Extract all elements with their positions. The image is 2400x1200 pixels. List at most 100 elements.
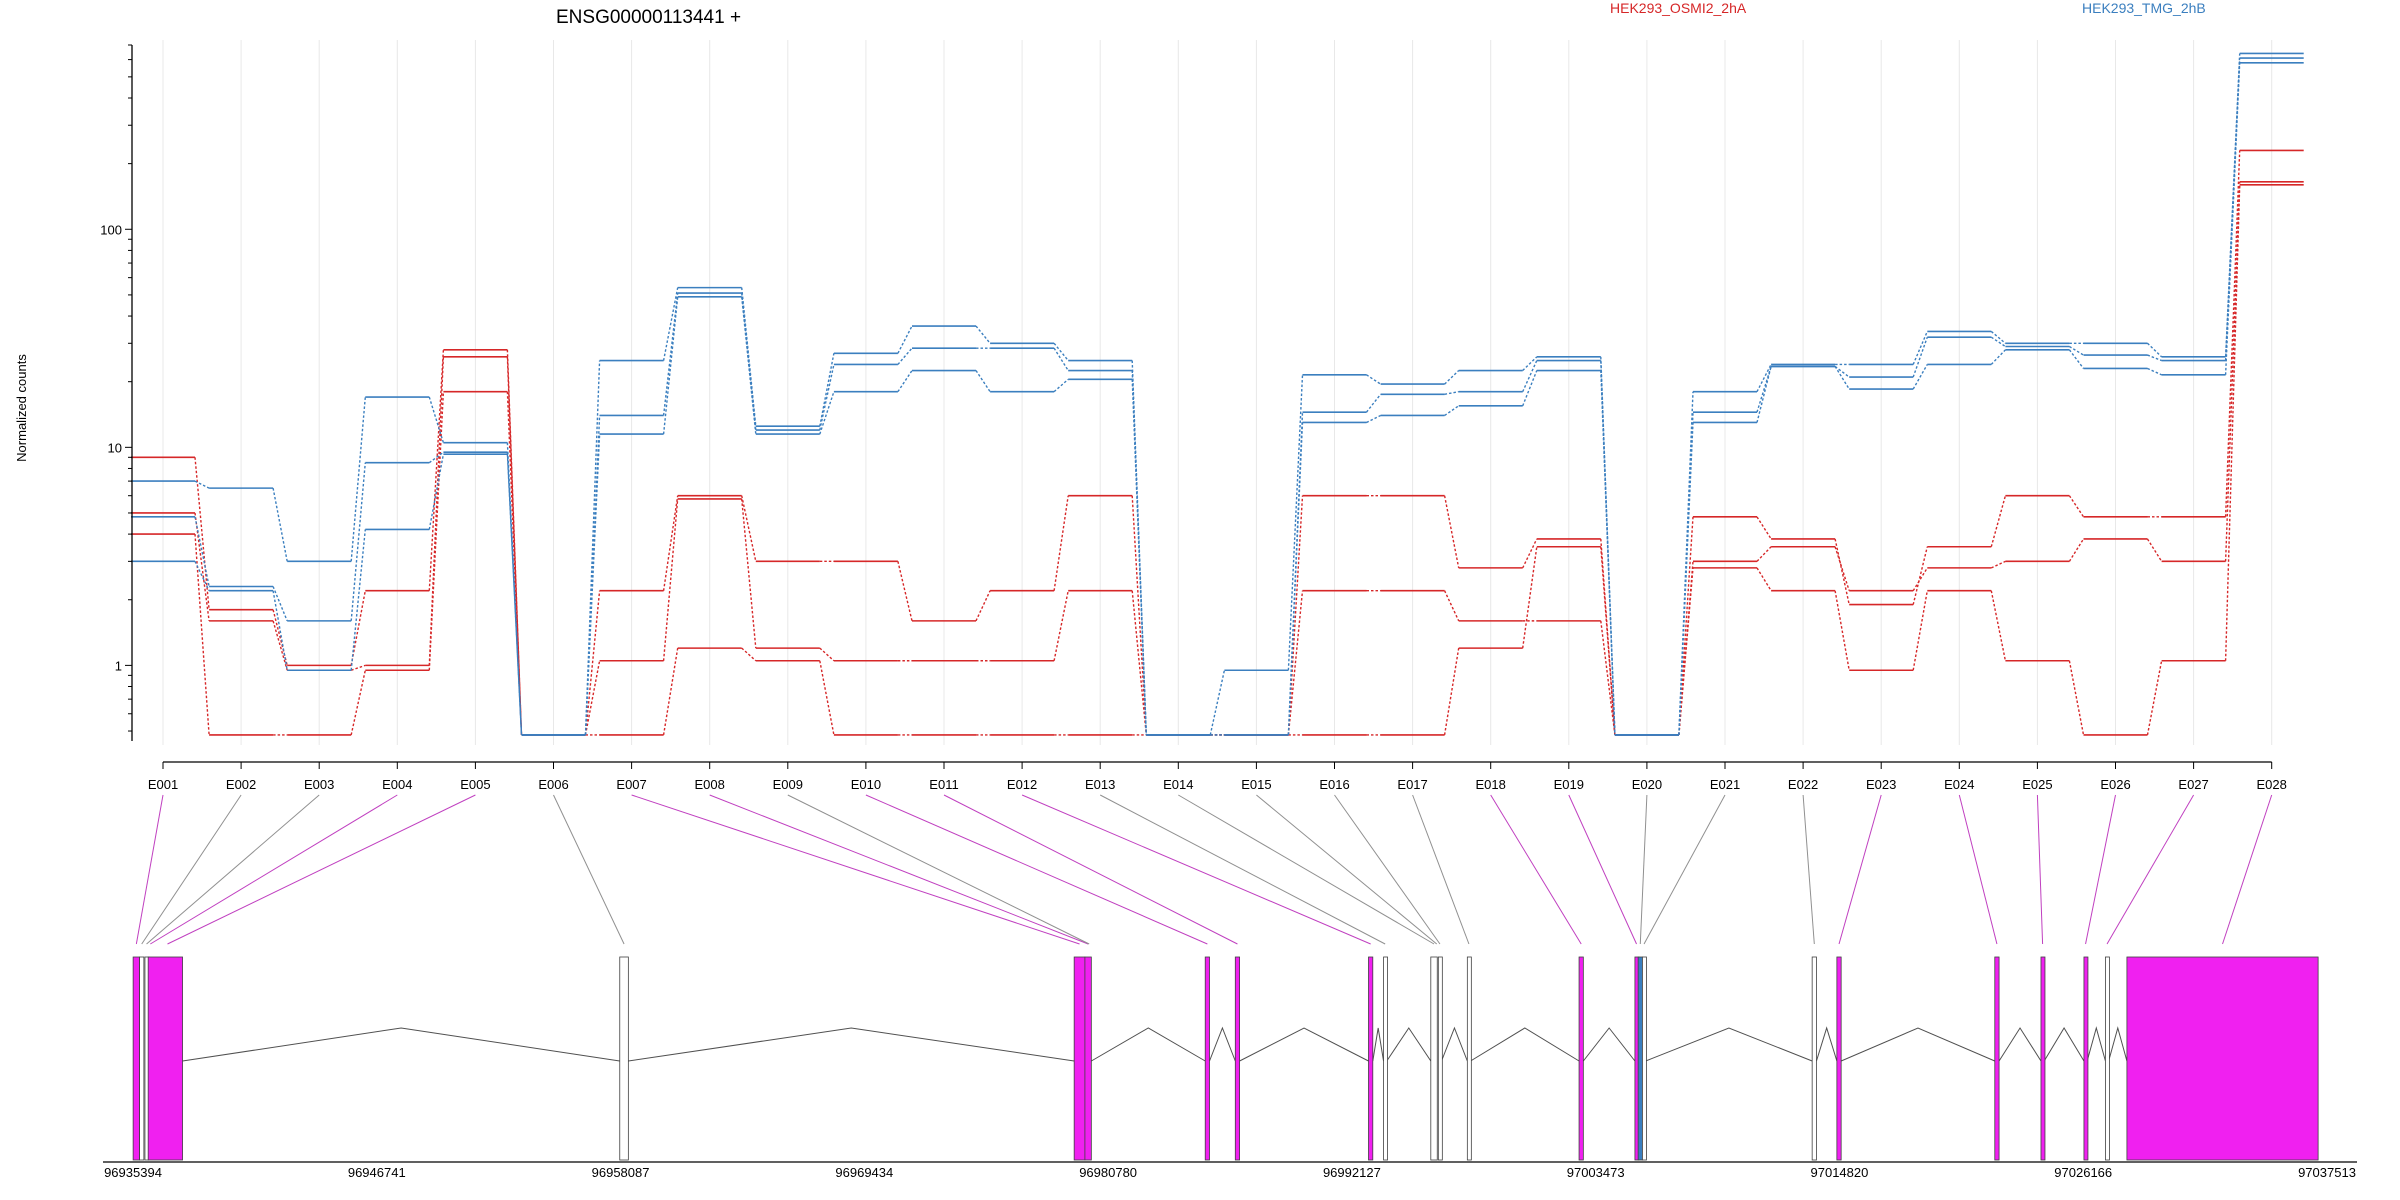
- series-connector-e015: [1287, 495, 1304, 735]
- series-connector-e018: [1522, 360, 1538, 392]
- x-tick-label-e025: E025: [2022, 777, 2052, 792]
- series-connector-e022: [1834, 366, 1850, 390]
- series-connector-e021: [1756, 567, 1772, 592]
- exon-box: [2040, 956, 2046, 1161]
- exon-box: [1637, 956, 1643, 1161]
- exon-box: [147, 956, 183, 1161]
- series-connector-e007: [662, 296, 679, 435]
- intron-line: [1998, 1027, 2042, 1062]
- series-connector-e003: [350, 529, 366, 671]
- exon-link-e007: [631, 794, 1080, 945]
- genome-coordinate-label: 96946741: [348, 1165, 406, 1180]
- series-connector-e020: [1678, 422, 1694, 735]
- series-connector-e006: [584, 590, 601, 735]
- series-connector-e017: [1444, 405, 1460, 417]
- series-connector-e010: [897, 347, 913, 365]
- exon-box: [1578, 956, 1584, 1161]
- legend-tmg: HEK293_TMG_2hB: [2082, 0, 2206, 16]
- series-connector-e008: [741, 498, 757, 649]
- series-connector-e001: [194, 457, 210, 610]
- series-connector-e005: [506, 454, 523, 735]
- genome-coordinate-label: 96935394: [104, 1165, 162, 1180]
- x-tick-label-e004: E004: [382, 777, 412, 792]
- intron-line: [1372, 1027, 1385, 1062]
- x-tick-label-e028: E028: [2257, 777, 2287, 792]
- y-axis: 1 10 100: [100, 44, 133, 741]
- genome-coordinate-label: 97014820: [1811, 1165, 1869, 1180]
- exon-link-e017: [1412, 794, 1470, 945]
- exon-box: [1994, 956, 2000, 1161]
- series-connector-e024: [1990, 349, 2006, 365]
- series-connector-e025: [2068, 538, 2085, 562]
- series-connector-e016: [1365, 393, 1382, 413]
- series-connector-e018: [1522, 356, 1538, 372]
- series-connector-e021: [1756, 364, 1772, 392]
- exon-box: [1836, 956, 1842, 1161]
- exon-link-e027: [2106, 794, 2195, 945]
- series-connector-e016: [1366, 414, 1381, 424]
- series-red-1: [131, 149, 2304, 736]
- series-connector-e024: [1991, 560, 2006, 569]
- y-tick-label: 10: [108, 440, 122, 455]
- intron-line: [182, 1027, 620, 1062]
- series-connector-e013: [1131, 379, 1147, 735]
- x-tick-label-e005: E005: [460, 777, 490, 792]
- series-connector-e002: [272, 620, 288, 671]
- series-connector-e021: [1756, 366, 1772, 423]
- x-axis: E001 E002 E003 E004 E005 E006 E007 E008 E009 E010…: [148, 761, 2287, 792]
- series-connector-e022: [1834, 590, 1850, 671]
- y-tick-label: 100: [100, 222, 122, 237]
- intron-line: [1840, 1027, 1995, 1062]
- x-tick-label-e003: E003: [304, 777, 334, 792]
- intron-line: [1582, 1027, 1636, 1062]
- exon-link-e014: [1178, 794, 1435, 945]
- x-tick-label-e023: E023: [1866, 777, 1896, 792]
- series-connector-e022: [1834, 538, 1850, 605]
- exon-link-e025: [2036, 794, 2044, 945]
- series-connector-e012: [1053, 342, 1069, 361]
- chart-title: ENSG00000113441 +: [556, 7, 741, 28]
- series-connector-e013: [1131, 590, 1147, 735]
- series-connector-e023: [1912, 336, 1928, 378]
- series-connector-e027: [2224, 181, 2241, 562]
- x-tick-label-e011: E011: [929, 777, 958, 792]
- genome-coordinate-label: 96958087: [592, 1165, 650, 1180]
- series-connector-e025: [2068, 349, 2085, 369]
- series-connector-e019: [1600, 620, 1616, 735]
- exon-box: [1811, 956, 1817, 1161]
- x-tick-label-e019: E019: [1554, 777, 1584, 792]
- exon-box: [1437, 956, 1443, 1161]
- intron-line: [2086, 1026, 2106, 1062]
- x-tick-label-e013: E013: [1085, 777, 1115, 792]
- x-tick-label-e024: E024: [1944, 777, 1974, 792]
- exon-link-e002: [141, 794, 242, 945]
- series-connector-e023: [1912, 546, 1928, 605]
- x-tick-label-e016: E016: [1319, 777, 1349, 792]
- series-connector-e003: [350, 397, 366, 562]
- series-connector-e018: [1522, 370, 1538, 407]
- series-connector-e022: [1834, 365, 1850, 378]
- series-connector-e006: [584, 360, 601, 735]
- series-connector-e018: [1522, 538, 1538, 569]
- series-connector-e023: [1912, 567, 1928, 592]
- intron-line: [1386, 1027, 1432, 1062]
- series-connector-e025: [2068, 660, 2085, 736]
- series-connector-e017: [1443, 590, 1460, 622]
- exon-link-e016: [1334, 794, 1441, 945]
- exon-link-e011: [943, 794, 1238, 945]
- series-connector-e010: [897, 325, 913, 354]
- intron-line: [2108, 1026, 2128, 1062]
- series-connector-e017: [1444, 390, 1459, 396]
- intron-line: [1209, 1026, 1236, 1062]
- exon-box: [1383, 956, 1388, 1161]
- series-connector-e015: [1287, 422, 1304, 735]
- exon-box: [1084, 956, 1092, 1161]
- series-connector-e009: [819, 647, 835, 662]
- series-connector-e024: [1990, 336, 2006, 348]
- series-connector-e004: [428, 349, 445, 591]
- exon-box: [2105, 956, 2110, 1161]
- series-connector-e008: [741, 647, 757, 662]
- series-connector-e001: [194, 516, 210, 587]
- series-connector-e026: [2147, 367, 2162, 376]
- x-tick-label-e001: E001: [148, 777, 178, 792]
